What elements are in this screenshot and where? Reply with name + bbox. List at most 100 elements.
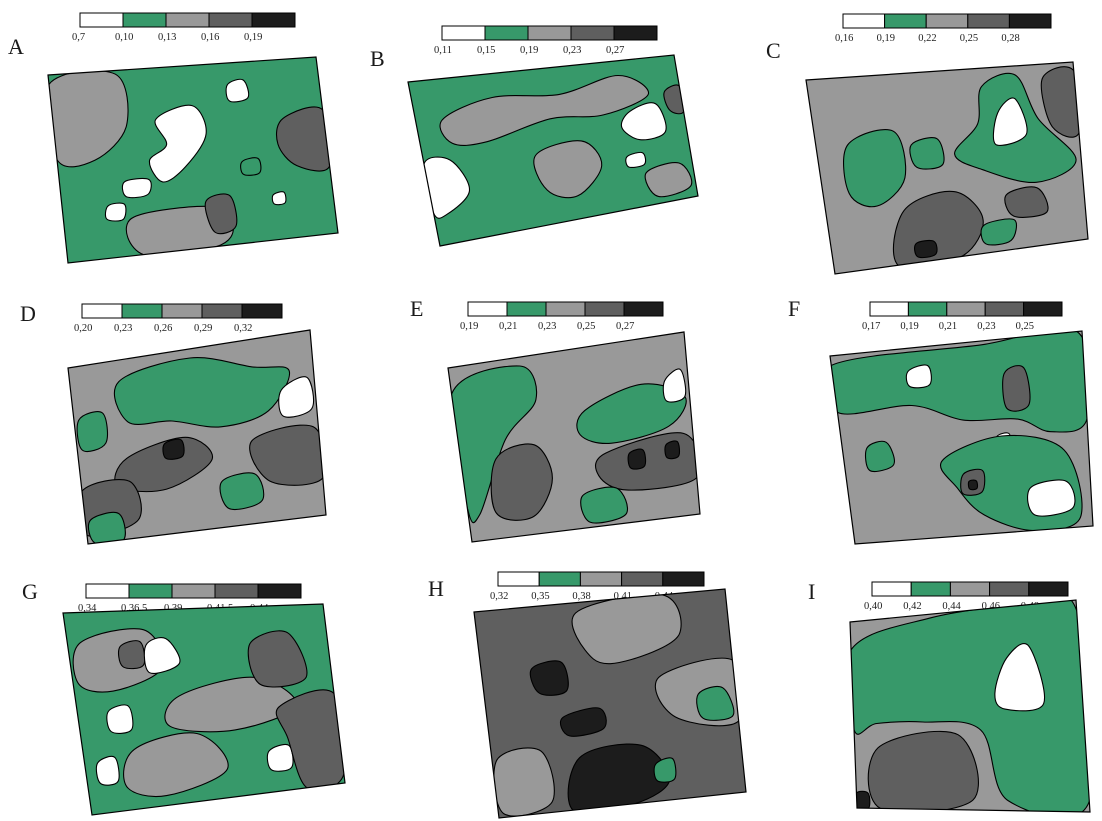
legend-tick-label: 0,16 — [835, 33, 853, 44]
map-panel-d: D 0,20 0,23 0,26 0,29 0,32 — [20, 301, 327, 545]
legend-swatch — [1008, 13, 1052, 29]
legend-swatch — [907, 301, 948, 317]
legend-swatch — [579, 571, 623, 587]
contour-zone — [567, 743, 671, 814]
legend-tick-label: 0,29 — [194, 323, 212, 334]
legend-swatch — [251, 12, 296, 28]
legend-swatch — [85, 583, 130, 599]
panel-letter: G — [22, 579, 38, 604]
legend-tick-label: 0,19 — [244, 32, 262, 43]
contour-zone — [219, 472, 265, 510]
legend-swatch — [949, 581, 991, 597]
legend-swatch — [241, 303, 283, 319]
legend: 0,320,350,380,410,44 — [490, 571, 705, 602]
panel-letter: D — [20, 301, 36, 326]
legend-tick-label: 0,23 — [977, 321, 995, 332]
field-boundary — [67, 329, 327, 545]
legend-swatch — [584, 301, 625, 317]
field-map — [806, 62, 1088, 274]
contour-zone — [114, 357, 290, 428]
legend-swatch — [201, 303, 243, 319]
legend-swatch — [121, 303, 163, 319]
field-boundary — [829, 330, 1094, 545]
legend-tick-label: 0,38 — [572, 591, 590, 602]
panel-letter: C — [766, 38, 781, 63]
legend-tick-label: 0,32 — [234, 323, 252, 334]
legend: 0,20 0,23 0,26 0,29 0,32 — [74, 303, 283, 334]
map-panel-i: I0,400,420,440,460,48 — [808, 579, 1091, 813]
contour-zone — [76, 411, 108, 452]
panel-letter: I — [808, 579, 815, 604]
contour-zone — [143, 637, 181, 674]
contour-zone — [162, 438, 185, 460]
contour-zone — [662, 368, 687, 403]
legend-tick-label: 0,28 — [1001, 33, 1019, 44]
contour-zone — [106, 704, 134, 734]
legend-swatch — [122, 12, 167, 28]
legend-tick-label: 0,27 — [606, 45, 624, 56]
legend-swatch — [869, 301, 909, 317]
contour-zone — [559, 707, 607, 737]
contour-zone — [644, 162, 693, 198]
legend-swatch — [165, 12, 210, 28]
legend-swatch — [1028, 581, 1069, 597]
legend-tick-label: 0,40 — [864, 601, 882, 612]
map-panel-h: H0,320,350,380,410,44 — [428, 571, 747, 819]
legend-swatch — [441, 25, 486, 41]
map-panel-b: B 0,11 0,15 0,19 0,23 0,27 — [370, 25, 699, 247]
legend-tick-label: 0,7 — [72, 32, 85, 43]
legend-tick-label: 0,23 — [563, 45, 581, 56]
contour-zone — [278, 376, 315, 418]
contour-zone — [95, 755, 120, 786]
legend-swatch — [208, 12, 253, 28]
panel-letter: H — [428, 576, 444, 601]
legend-tick-label: 0,22 — [918, 33, 936, 44]
legend-swatch — [171, 583, 216, 599]
contour-zone — [529, 660, 569, 696]
contour-zone — [843, 129, 907, 208]
legend-swatch — [538, 571, 581, 587]
contour-zone — [980, 218, 1017, 246]
contour-zone — [275, 106, 332, 172]
contour-zone — [992, 97, 1028, 146]
legend: 0,16 0,19 0,22 0,25 0,28 — [835, 13, 1052, 44]
panel-letter: B — [370, 46, 385, 71]
field-boundary — [447, 331, 701, 543]
contour-zone — [439, 74, 649, 147]
field-map — [474, 589, 746, 818]
panel-letter: E — [410, 296, 423, 321]
legend-swatch — [161, 303, 203, 319]
legend-tick-label: 0,23 — [114, 323, 132, 334]
map-panel-e: E 0,19 0,21 0,23 0,25 0,27 — [410, 296, 701, 543]
legend-swatch — [1023, 301, 1063, 317]
legend: 0,11 0,15 0,19 0,23 0,27 — [434, 25, 658, 56]
contour-zone — [627, 448, 647, 470]
legend-tick-label: 0,10 — [115, 32, 133, 43]
panel-letter: A — [8, 34, 24, 59]
legend-tick-label: 0,39 — [164, 603, 182, 614]
legend-tick-label: 0,17 — [862, 321, 880, 332]
field-map — [830, 331, 1093, 544]
contour-zone — [905, 364, 932, 389]
legend-tick-label: 0,19 — [900, 321, 918, 332]
legend-tick-label: 0,25 — [577, 321, 595, 332]
legend-tick-label: 0,35 — [531, 591, 549, 602]
contour-zone — [118, 640, 146, 670]
field-boundary — [849, 599, 1091, 813]
legend-tick-label: 0,36.5 — [121, 603, 147, 614]
field-boundary — [805, 61, 1089, 275]
contour-zone — [121, 177, 152, 199]
contour-zone — [994, 643, 1046, 712]
legend-swatch — [989, 581, 1030, 597]
field-boundary — [62, 603, 346, 816]
legend-tick-label: 0,16 — [201, 32, 219, 43]
contour-zone — [664, 440, 681, 460]
map-panel-c: C 0,16 0,19 0,22 0,25 0,28 — [766, 13, 1089, 275]
legend-swatch — [613, 25, 658, 41]
legend-tick-label: 0,13 — [158, 32, 176, 43]
contour-zone — [225, 78, 250, 103]
legend-swatch — [910, 581, 951, 597]
contour-zone — [967, 479, 979, 491]
legend: 0,7 0,10 0,13 0,16 0,19 — [72, 12, 296, 43]
legend-swatch — [467, 301, 508, 317]
